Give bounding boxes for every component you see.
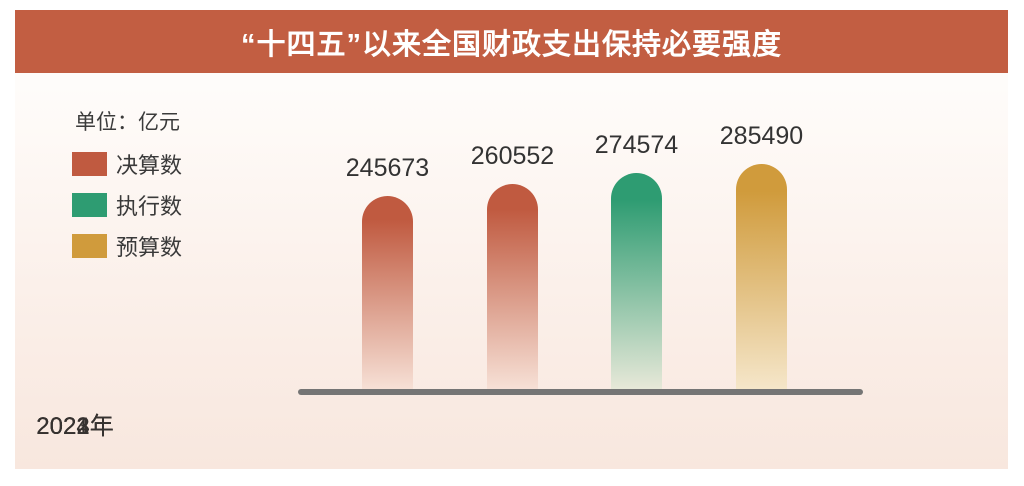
x-axis-line (298, 389, 863, 395)
unit-label: 单位：亿元 (75, 111, 180, 134)
bar-2024 (736, 164, 787, 394)
chart-title: “十四五”以来全国财政支出保持必要强度 (240, 28, 782, 61)
bar-value-2023: 274574 (594, 131, 679, 159)
x-axis-label-2022: 2022年 (36, 413, 114, 440)
infographic-panel: “十四五”以来全国财政支出保持必要强度 单位：亿元 决算数 执行数 预算数 24… (15, 10, 1008, 469)
bar-value-2021: 245673 (345, 154, 430, 182)
bar-group-2022: 260552 (471, 142, 554, 394)
legend-item-final-accounts: 决算数 (72, 152, 182, 178)
bar-group-2024: 285490 (720, 122, 803, 394)
bar-chart-plot: 245673 260552 274574 285490 2021年 2022年 … (15, 10, 1008, 469)
bar-value-2022: 260552 (470, 142, 555, 170)
budget-swatch (72, 234, 107, 258)
bar-2022 (487, 184, 538, 394)
x-axis-label-2023: 2023年 (36, 413, 114, 440)
bar-2021 (362, 196, 413, 394)
legend-label-final-accounts: 决算数 (116, 153, 183, 178)
bar-value-2024: 285490 (719, 122, 804, 150)
execution-swatch (72, 193, 107, 217)
bar-2023 (611, 173, 662, 394)
legend-item-execution: 执行数 (72, 193, 182, 219)
legend-label-execution: 执行数 (116, 194, 183, 219)
chart-title-bar: “十四五”以来全国财政支出保持必要强度 (15, 10, 1008, 73)
bar-group-2021: 245673 (346, 154, 429, 394)
final-accounts-swatch (72, 152, 107, 176)
bar-group-2023: 274574 (595, 131, 678, 394)
legend-label-budget: 预算数 (116, 235, 183, 260)
x-axis-label-2024: 2024年 (36, 413, 114, 440)
x-axis-label-2021: 2021年 (36, 413, 114, 440)
legend: 决算数 执行数 预算数 (72, 152, 182, 275)
legend-item-budget: 预算数 (72, 234, 182, 260)
